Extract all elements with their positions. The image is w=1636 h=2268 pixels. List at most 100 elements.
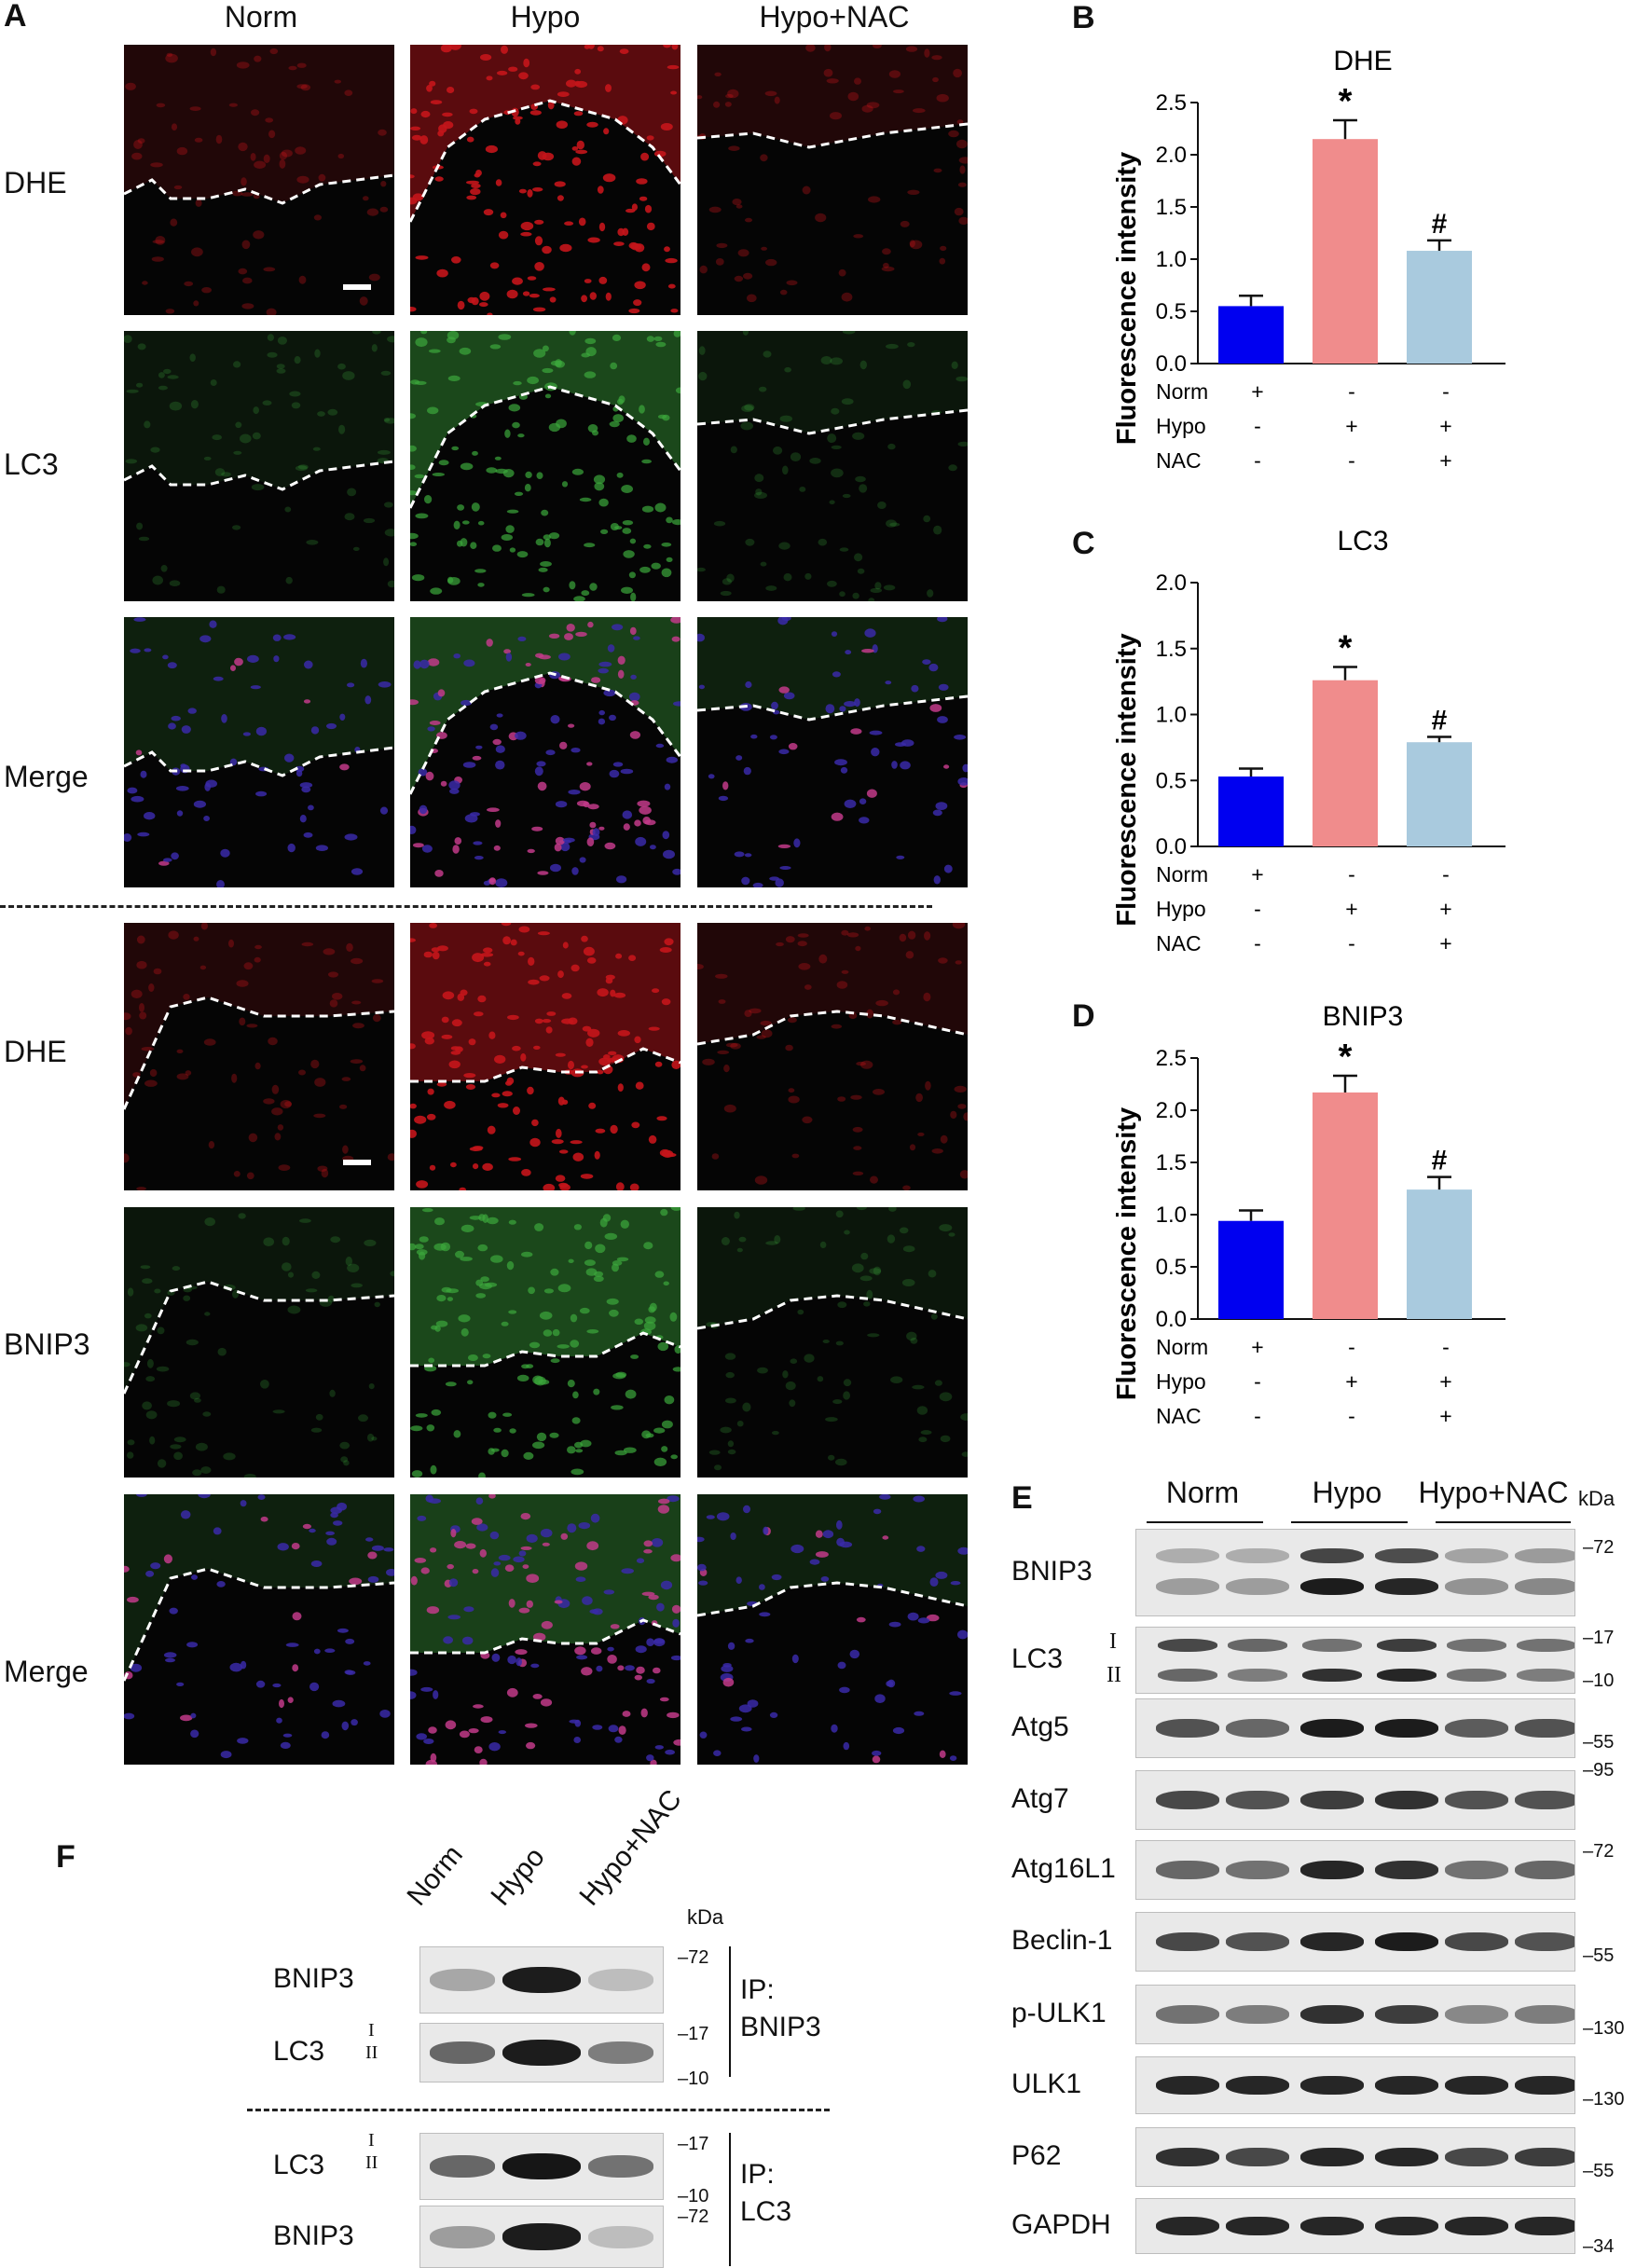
blot-band [1300, 1719, 1364, 1738]
dermal-epidermal-boundary [410, 1618, 681, 1655]
cell-speckle [332, 993, 343, 1000]
cell-speckle [603, 128, 610, 135]
cell-speckle [555, 801, 568, 808]
cell-speckle [461, 1327, 469, 1337]
cell-speckle [186, 1642, 199, 1648]
cell-speckle [554, 843, 562, 852]
cell-speckle [457, 504, 465, 511]
cell-speckle [410, 532, 419, 540]
cell-speckle [749, 1008, 762, 1014]
cell-speckle [278, 1164, 291, 1171]
cell-speckle [521, 1169, 531, 1176]
cell-speckle [737, 249, 749, 257]
cell-speckle [698, 371, 708, 381]
significance-marker: * [1339, 629, 1353, 668]
cell-speckle [663, 1281, 669, 1286]
blot-band-lc3-i [1228, 1639, 1287, 1652]
cell-speckle [130, 648, 141, 653]
cell-speckle [337, 1502, 348, 1511]
cell-speckle [634, 1318, 644, 1326]
blot-band-lc3-ii [1228, 1669, 1287, 1682]
ip-blot-band [588, 1969, 653, 1991]
blot-label-p-ulk1: p-ULK1 [1011, 1998, 1107, 2028]
cell-speckle [517, 433, 525, 438]
dermal-epidermal-boundary [697, 408, 968, 435]
cell-speckle [765, 258, 777, 267]
blot-band [1226, 1719, 1289, 1738]
cell-speckle [460, 538, 468, 547]
cell-speckle [598, 276, 608, 284]
blot-band [1156, 1932, 1219, 1951]
cell-speckle [431, 1409, 442, 1416]
cell-speckle [303, 699, 311, 704]
cell-speckle [854, 553, 863, 562]
cell-speckle [556, 120, 568, 129]
cell-speckle [550, 863, 561, 873]
cell-speckle [434, 176, 444, 182]
cell-speckle [697, 633, 705, 642]
micrograph-green-hypo [410, 331, 681, 601]
lc3-form-ii: II [1107, 1663, 1121, 1687]
dhe-fluorescence-chart: DHE Fluorescence intensity 0.0 0.5 1.0 1.5 2.0… [1100, 37, 1519, 494]
cell-speckle [434, 1217, 445, 1226]
cell-speckle [292, 1664, 299, 1672]
cell-speckle [736, 1576, 742, 1584]
cell-speckle [510, 939, 517, 946]
cell-speckle [654, 1061, 663, 1067]
cell-speckle [203, 456, 212, 460]
cell-speckle [235, 421, 242, 429]
cell-speckle [870, 1175, 878, 1184]
cell-speckle [246, 1172, 254, 1180]
cell-speckle [169, 1607, 178, 1615]
cell-speckle [597, 46, 604, 52]
cell-speckle [367, 1433, 375, 1442]
cell-speckle [518, 1550, 527, 1557]
cell-speckle [776, 942, 784, 947]
cell-speckle [622, 528, 632, 534]
cell-speckle [141, 1047, 155, 1052]
epidermis-region [410, 1207, 681, 1366]
epidermis-region [410, 1494, 681, 1653]
condition-label: NAC [1156, 448, 1202, 473]
cell-speckle [643, 1321, 656, 1331]
blot-band-upper [1445, 1548, 1508, 1563]
cell-speckle [459, 1730, 470, 1739]
cell-speckle [590, 1513, 600, 1523]
cell-speckle [557, 1344, 570, 1349]
cell-speckle [410, 542, 418, 546]
cell-speckle [623, 823, 630, 831]
ip-blot-band [502, 2223, 581, 2250]
blot-band [1375, 1932, 1438, 1951]
y-tick-label: 0.0 [1156, 351, 1187, 377]
cell-speckle [170, 1444, 182, 1450]
cell-speckle [541, 509, 549, 516]
cell-speckle [909, 240, 915, 248]
cell-speckle [746, 294, 757, 303]
y-tick-label: 2.0 [1156, 570, 1187, 596]
cell-speckle [247, 654, 259, 663]
cell-speckle [571, 146, 579, 151]
cell-speckle [127, 787, 138, 794]
cell-speckle [588, 1102, 597, 1109]
cell-speckle [441, 1016, 449, 1024]
cell-speckle [489, 262, 500, 269]
cell-speckle [579, 782, 591, 791]
cell-speckle [571, 748, 581, 753]
cell-speckle [518, 72, 529, 80]
cell-speckle [506, 1687, 518, 1698]
significance-marker: # [1432, 1146, 1448, 1176]
cell-speckle [557, 195, 564, 201]
condition-sign: + [1251, 862, 1263, 887]
cell-speckle [896, 855, 905, 859]
cell-speckle [597, 988, 609, 997]
cell-speckle [272, 1683, 282, 1688]
cell-speckle [516, 551, 529, 558]
significance-marker: # [1432, 209, 1448, 240]
cell-speckle [387, 336, 394, 343]
blot-band [1300, 2217, 1364, 2235]
blot-band [1515, 1932, 1574, 1951]
cell-speckle [428, 349, 441, 353]
cell-speckle [425, 771, 434, 781]
cell-speckle [463, 659, 475, 667]
cell-speckle [543, 534, 551, 541]
